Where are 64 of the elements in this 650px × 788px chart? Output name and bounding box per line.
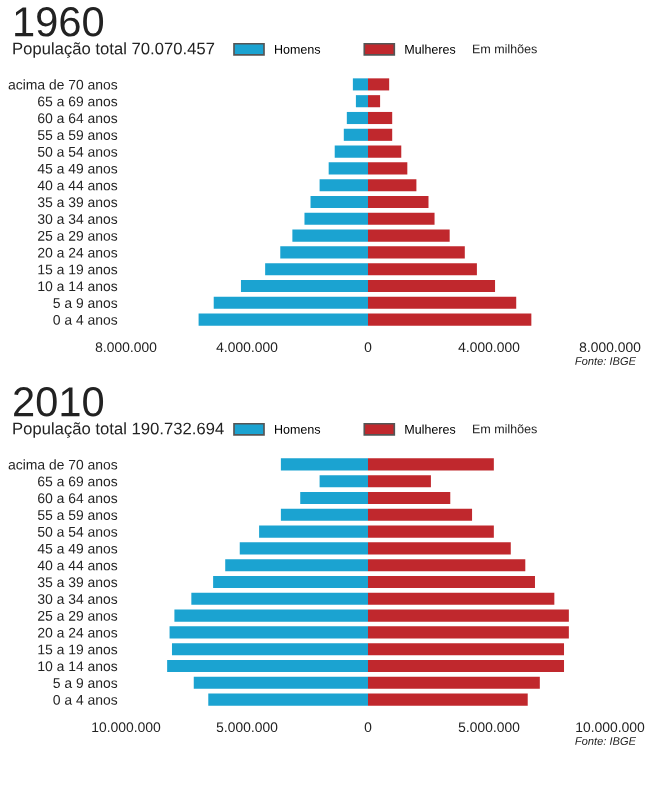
bar xyxy=(368,128,393,141)
bar xyxy=(300,491,368,505)
bar xyxy=(368,491,451,505)
bar xyxy=(208,693,368,706)
bar xyxy=(259,525,368,538)
bar xyxy=(368,279,496,293)
bar xyxy=(225,559,368,572)
bar xyxy=(193,676,368,689)
bar xyxy=(280,508,368,521)
bar xyxy=(310,195,368,209)
bar xyxy=(368,559,526,572)
bar xyxy=(334,145,368,158)
bar xyxy=(368,111,393,125)
bar xyxy=(240,279,368,293)
bar xyxy=(368,458,494,471)
bar xyxy=(368,592,555,605)
bar xyxy=(191,592,368,605)
bar xyxy=(368,195,429,209)
bar xyxy=(174,609,368,622)
bar xyxy=(368,78,390,91)
bar xyxy=(346,111,368,125)
chart-subtitle: População total 190.732.694 xyxy=(13,422,224,438)
chart-subtitle: População total 70.070.457 xyxy=(13,42,215,58)
bar xyxy=(198,313,368,326)
bar xyxy=(355,95,368,108)
chart-title: 1960 xyxy=(15,7,104,37)
chart-title: 2010 xyxy=(14,387,104,417)
bar xyxy=(368,313,532,326)
bar xyxy=(343,128,368,141)
bar xyxy=(280,246,368,259)
bar xyxy=(171,643,368,656)
bar xyxy=(368,296,517,309)
bar xyxy=(368,508,473,521)
bar xyxy=(368,162,408,175)
bar xyxy=(368,525,494,538)
bar xyxy=(352,78,368,91)
bar xyxy=(167,659,368,673)
bar xyxy=(368,179,417,192)
bar xyxy=(368,246,465,259)
bar xyxy=(265,263,368,276)
bar xyxy=(368,693,528,706)
bar xyxy=(328,162,368,175)
bar xyxy=(368,95,381,108)
bar xyxy=(169,626,368,639)
bar xyxy=(368,475,431,488)
bar xyxy=(368,263,477,276)
bar xyxy=(319,475,368,488)
bar xyxy=(368,643,565,656)
bar xyxy=(368,575,535,589)
bar xyxy=(368,212,435,225)
bar xyxy=(368,542,511,555)
bar xyxy=(239,542,368,555)
bar xyxy=(213,575,368,589)
bar xyxy=(368,659,565,673)
bar xyxy=(304,212,368,225)
bar xyxy=(368,626,569,639)
bar xyxy=(292,229,368,242)
bar xyxy=(280,458,368,471)
bar xyxy=(368,676,540,689)
bar xyxy=(319,179,368,192)
bar xyxy=(368,609,569,622)
bar xyxy=(213,296,368,309)
bar xyxy=(368,229,450,242)
bar xyxy=(368,145,402,158)
